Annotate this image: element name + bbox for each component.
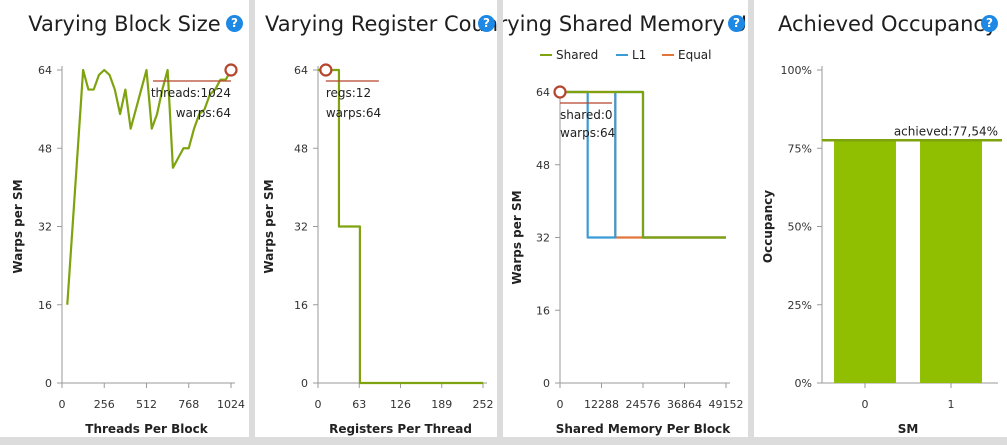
- legend-label: Equal: [678, 48, 712, 62]
- x-tick-label: 0: [315, 398, 322, 411]
- x-tick-label: 12288: [584, 398, 619, 411]
- selected-point-marker: [319, 63, 333, 77]
- x-tick-label: 256: [94, 398, 115, 411]
- y-tick-label: 100%: [781, 64, 812, 77]
- block-size-chart: 0 16 32 48 64 0 256 512 768 1024 Threads Per Block…: [11, 63, 245, 436]
- marker-label: warps:64: [326, 106, 381, 120]
- x-tick-label: 1: [948, 398, 955, 411]
- x-tick-label: 63: [352, 398, 366, 411]
- y-tick-label: 64: [294, 64, 308, 77]
- help-icon[interactable]: ?: [728, 15, 745, 32]
- selected-point-marker: [224, 63, 238, 77]
- help-icon[interactable]: ?: [226, 15, 243, 32]
- y-tick-label: 48: [536, 159, 550, 172]
- chart-title: Varying Register Count: [265, 12, 497, 36]
- x-tick-label: 49152: [709, 398, 744, 411]
- y-tick-label: 0%: [795, 377, 812, 390]
- y-tick-label: 0: [301, 377, 308, 390]
- chart-title: Achieved Occupancy: [778, 12, 998, 36]
- y-tick-label: 0: [45, 377, 52, 390]
- achieved-occupancy-panel: Achieved Occupancy ? 0% 25% 50% 75% 100% SM Oc…: [754, 0, 1007, 437]
- y-tick-label: 75%: [788, 142, 812, 155]
- block-size-panel: Varying Block Size ? 0 16 32 48 64 0 256 512 768…: [0, 0, 249, 437]
- y-tick-label: 32: [294, 221, 308, 234]
- x-axis-label: Threads Per Block: [85, 422, 208, 436]
- x-tick-label: 0: [59, 398, 66, 411]
- x-tick-label: 126: [390, 398, 411, 411]
- marker-label: threads:1024: [151, 86, 231, 100]
- y-tick-label: 64: [536, 86, 550, 99]
- achieved-label: achieved:77,54%: [894, 124, 998, 138]
- x-tick-label: 36864: [667, 398, 702, 411]
- y-tick-label: 50%: [788, 221, 812, 234]
- legend-label: L1: [632, 48, 646, 62]
- shared-memory-chart: 0 16 32 48 64 0 12288 24576 36864 49152 Shared Mem…: [510, 48, 744, 436]
- legend-label: Shared: [556, 48, 598, 62]
- y-tick-label: 16: [536, 304, 550, 317]
- marker-label: regs:12: [326, 86, 371, 100]
- y-tick-label: 32: [536, 232, 550, 245]
- achieved-occupancy-chart: 0% 25% 50% 75% 100% SM Occupancy 0 1 achieved:77,…: [761, 64, 1002, 436]
- shared-series-line: [560, 90, 726, 239]
- y-tick-label: 16: [38, 299, 52, 312]
- y-axis-label: Occupancy: [761, 190, 775, 263]
- register-count-panel: Varying Register Count ? 0 16 32 48 64 0 63 126…: [255, 0, 497, 437]
- help-icon[interactable]: ?: [478, 15, 495, 32]
- occupancy-bar: [920, 140, 982, 383]
- x-tick-label: 252: [473, 398, 494, 411]
- y-tick-label: 25%: [788, 299, 812, 312]
- x-tick-label: 0: [557, 398, 564, 411]
- selected-point-marker: [553, 85, 567, 99]
- x-axis-label: Shared Memory Per Block: [556, 422, 732, 436]
- y-axis-label: Warps per SM: [11, 179, 25, 273]
- x-tick-label: 24576: [626, 398, 661, 411]
- marker-label: shared:0: [560, 108, 613, 122]
- x-axis-label: SM: [898, 422, 919, 436]
- block-size-series-line: [66, 68, 232, 305]
- x-tick-label: 0: [862, 398, 869, 411]
- x-axis-label: Registers Per Thread: [329, 422, 472, 436]
- y-tick-label: 32: [38, 221, 52, 234]
- y-tick-label: 48: [294, 142, 308, 155]
- y-axis-label: Warps per SM: [262, 179, 276, 273]
- y-axis-label: Warps per SM: [510, 190, 524, 284]
- y-tick-label: 0: [543, 377, 550, 390]
- chart-title: Varying Block Size: [28, 12, 221, 36]
- x-tick-label: 512: [136, 398, 157, 411]
- occupancy-bar: [834, 140, 896, 383]
- x-tick-label: 1024: [217, 398, 245, 411]
- marker-label: warps:64: [560, 126, 615, 140]
- chart-title: Varying Shared Memory Usage: [503, 12, 748, 36]
- shared-memory-panel: Varying Shared Memory Usage ? 0163248640…: [503, 0, 748, 437]
- y-tick-label: 16: [294, 299, 308, 312]
- marker-label: warps:64: [176, 106, 231, 120]
- x-tick-label: 189: [431, 398, 452, 411]
- x-tick-label: 768: [178, 398, 199, 411]
- y-tick-label: 64: [38, 64, 52, 77]
- help-icon[interactable]: ?: [981, 15, 998, 32]
- y-tick-label: 48: [38, 142, 52, 155]
